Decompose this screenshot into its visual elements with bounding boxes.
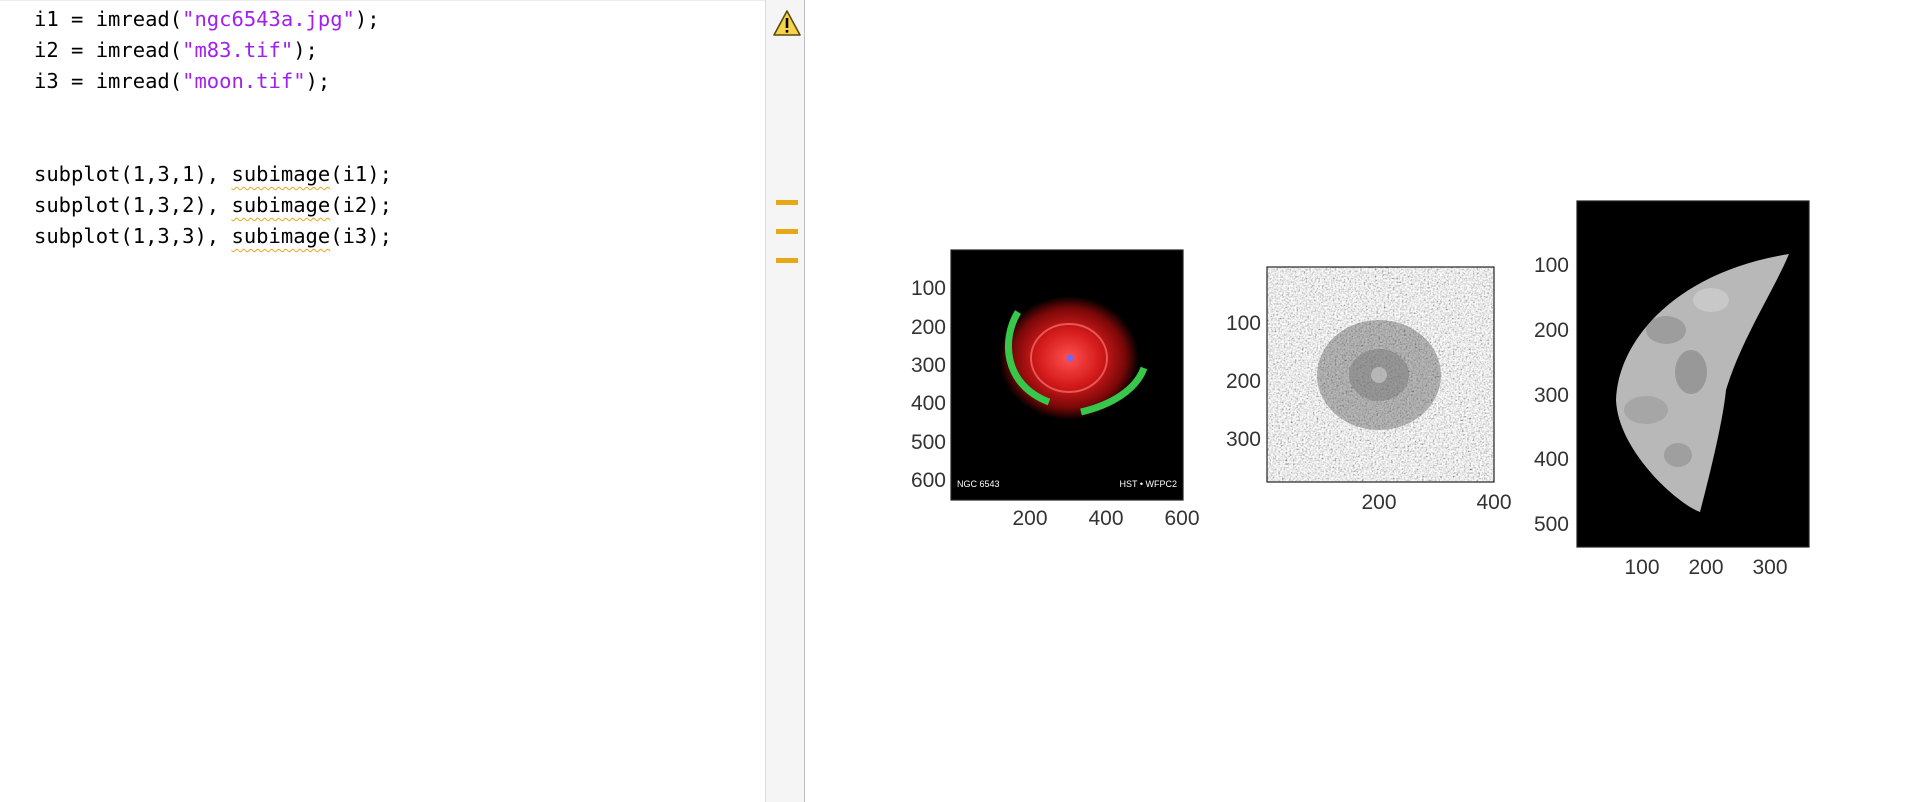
x-tick-label: 200 <box>1688 556 1723 579</box>
warning-marker[interactable] <box>776 229 798 234</box>
code-analyzer-gutter <box>765 0 805 802</box>
code-text: i2 = imread( <box>34 38 183 62</box>
code-text: i3 = imread( <box>34 69 183 93</box>
y-tick-label: 200 <box>911 316 946 339</box>
subplot-1[interactable]: NGC 6543 HST • WFPC2 100 200 300 400 500… <box>911 249 1200 530</box>
code-text: ); <box>305 69 331 93</box>
code-text: i1 = imread( <box>34 7 183 31</box>
y-tick-label: 500 <box>1534 513 1569 536</box>
code-line-6[interactable]: subplot(1,3,1), subimage(i1); <box>34 160 392 188</box>
x-tick-label: 300 <box>1752 556 1787 579</box>
axes-frame <box>1266 266 1495 483</box>
function-name-warning[interactable]: subimage <box>231 162 331 186</box>
code-text: ); <box>354 7 380 31</box>
galaxy-structure <box>1317 320 1441 430</box>
warning-marker[interactable] <box>776 258 798 263</box>
x-tick-label: 200 <box>1361 491 1396 514</box>
code-text: (i2); <box>330 193 392 217</box>
code-text: (i1); <box>330 162 392 186</box>
nebula-green-arc <box>1004 310 1051 406</box>
function-name-warning[interactable]: subimage <box>231 224 331 248</box>
figure-output-panel: NGC 6543 HST • WFPC2 100 200 300 400 500… <box>806 0 1924 802</box>
y-tick-label: 100 <box>1226 312 1261 335</box>
overlay-label-right: HST • WFPC2 <box>1120 479 1178 489</box>
axes-frame <box>1576 200 1810 548</box>
y-tick-label: 200 <box>1534 319 1569 342</box>
y-tick-label: 300 <box>1534 384 1569 407</box>
y-tick-label: 600 <box>911 469 946 492</box>
code-line-8[interactable]: subplot(1,3,3), subimage(i3); <box>34 222 392 250</box>
subplot-2[interactable]: 100 200 300 200 400 <box>1226 266 1512 514</box>
nebula-core <box>1066 354 1074 362</box>
y-tick-label: 100 <box>911 277 946 300</box>
x-tick-label: 400 <box>1088 507 1123 530</box>
function-name-warning[interactable]: subimage <box>231 193 331 217</box>
string-literal: "moon.tif" <box>182 69 306 93</box>
nebula-green-arc <box>1080 366 1148 416</box>
x-tick-label: 200 <box>1012 507 1047 530</box>
y-tick-label: 100 <box>1534 254 1569 277</box>
y-tick-label: 400 <box>1534 448 1569 471</box>
x-tick-label: 100 <box>1624 556 1659 579</box>
subplot-3[interactable]: 100 200 300 400 500 100 200 300 <box>1534 200 1810 579</box>
code-line-1[interactable]: i1 = imread("ngc6543a.jpg"); <box>34 5 380 33</box>
y-tick-label: 400 <box>911 392 946 415</box>
y-tick-label: 500 <box>911 431 946 454</box>
x-tick-label: 400 <box>1476 491 1511 514</box>
code-text: subplot(1,3,3), <box>34 224 232 248</box>
warning-marker[interactable] <box>776 200 798 205</box>
code-text: (i3); <box>330 224 392 248</box>
code-text: subplot(1,3,1), <box>34 162 232 186</box>
code-line-2[interactable]: i2 = imread("m83.tif"); <box>34 36 318 64</box>
y-tick-label: 300 <box>1226 428 1261 451</box>
x-tick-label: 600 <box>1164 507 1199 530</box>
y-tick-label: 300 <box>911 354 946 377</box>
code-line-7[interactable]: subplot(1,3,2), subimage(i2); <box>34 191 392 219</box>
nebula-ring <box>1030 323 1108 393</box>
code-text: subplot(1,3,2), <box>34 193 232 217</box>
string-literal: "ngc6543a.jpg" <box>182 7 355 31</box>
axes-frame <box>950 249 1184 501</box>
string-literal: "m83.tif" <box>182 38 294 62</box>
code-editor[interactable]: i1 = imread("ngc6543a.jpg"); i2 = imread… <box>0 0 765 802</box>
code-text: ); <box>293 38 318 62</box>
figure-canvas: NGC 6543 HST • WFPC2 100 200 300 400 500… <box>911 200 1810 579</box>
code-line-3[interactable]: i3 = imread("moon.tif"); <box>34 67 330 95</box>
warning-triangle-icon[interactable] <box>772 9 802 37</box>
overlay-label-left: NGC 6543 <box>957 479 1000 489</box>
y-tick-label: 200 <box>1226 370 1261 393</box>
